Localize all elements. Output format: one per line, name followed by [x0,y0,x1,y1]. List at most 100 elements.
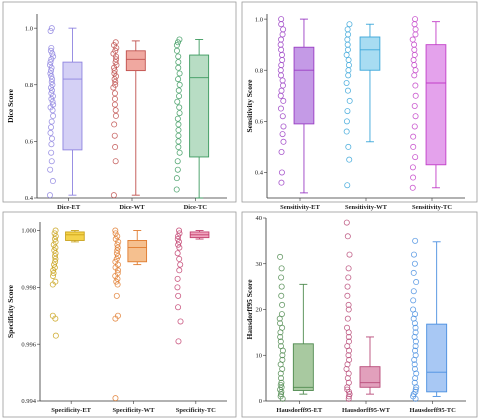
data-point [412,237,419,244]
data-point [111,101,118,108]
data-point [412,154,419,161]
data-point [344,87,351,94]
data-point [176,267,183,274]
data-point [277,41,284,48]
data-point [413,279,420,286]
data-point [174,236,181,243]
data-point [411,46,418,53]
data-point [345,143,352,150]
data-point [175,233,182,240]
data-point [411,51,418,58]
data-point [174,115,181,122]
data-point [346,156,353,163]
data-point [49,76,56,83]
data-point [113,61,120,68]
data-point [176,230,183,237]
data-point [410,251,417,258]
data-point [345,57,352,64]
data-point [49,178,56,185]
data-point [111,76,118,83]
data-point [344,324,351,331]
y-axis-title: Hausdorff95 Score [245,279,254,340]
x-category-label: Specificity-TC [176,407,216,414]
data-point [411,72,418,79]
data-point [174,39,181,46]
data-point [50,270,57,277]
box-iqr [189,54,210,158]
data-point [412,324,419,331]
data-point [112,395,119,402]
data-point [51,230,58,237]
data-point [112,59,119,66]
data-point [175,241,182,248]
data-point [345,31,352,38]
data-point [277,338,284,345]
data-point [344,233,351,240]
y-tick-label: 1.000 [21,228,36,235]
data-point [113,278,120,285]
data-point [176,70,183,77]
x-category-label: Sensitivity-TC [412,204,452,211]
data-point [410,306,417,313]
data-point [175,53,182,60]
x-category-label: Specificity-ET [51,407,91,414]
data-point [412,26,419,33]
data-point [345,395,352,402]
data-point [344,108,351,115]
data-point [411,21,418,28]
data-point [46,61,53,68]
data-point [277,333,284,340]
y-axis-title: Sensitivity Score [245,79,254,133]
data-point [411,62,418,69]
data-point [279,77,286,84]
data-point [47,47,54,54]
data-point [412,386,419,393]
data-point [280,138,287,145]
data-point [176,110,183,117]
data-point [114,233,121,240]
data-point [111,90,118,97]
data-point [344,26,351,33]
sensitivity-score-panel: 0.4 0.6 0.8 1.0 Sensitivity Score Sensitivity… [241,1,478,211]
data-point [47,129,54,136]
data-point [278,292,285,299]
data-point [411,379,418,386]
data-point [345,352,352,359]
data-point [112,230,119,237]
data-point [345,338,352,345]
y-tick-label: 0.996 [21,341,36,348]
data-point [52,332,59,339]
data-point [49,98,56,105]
data-point [278,51,285,58]
data-point [278,87,285,94]
data-point [277,320,284,327]
data-point [49,312,56,319]
data-point [176,149,183,156]
data-point [111,132,118,139]
data-point [346,21,353,28]
data-point [114,241,121,248]
data-point [52,255,59,262]
y-tick-label: 0.8 [255,67,263,74]
box-iqr [65,231,85,241]
data-point [111,121,118,128]
data-point [278,283,285,290]
data-point [50,272,57,279]
data-point [114,312,121,319]
x-category-label: Sensitivity-ET [280,204,320,211]
data-point [52,250,59,257]
data-point [49,81,56,88]
data-point [176,227,183,234]
data-point [112,158,119,165]
data-point [411,103,418,110]
panel-border [2,211,237,418]
x-category-label: Dice-ET [57,204,81,211]
data-point [48,158,55,165]
data-point [47,59,54,66]
data-point [110,192,117,199]
data-point [410,269,417,276]
data-point [112,112,119,119]
y-tick-label: 0.4 [25,195,34,202]
data-point [175,64,182,71]
